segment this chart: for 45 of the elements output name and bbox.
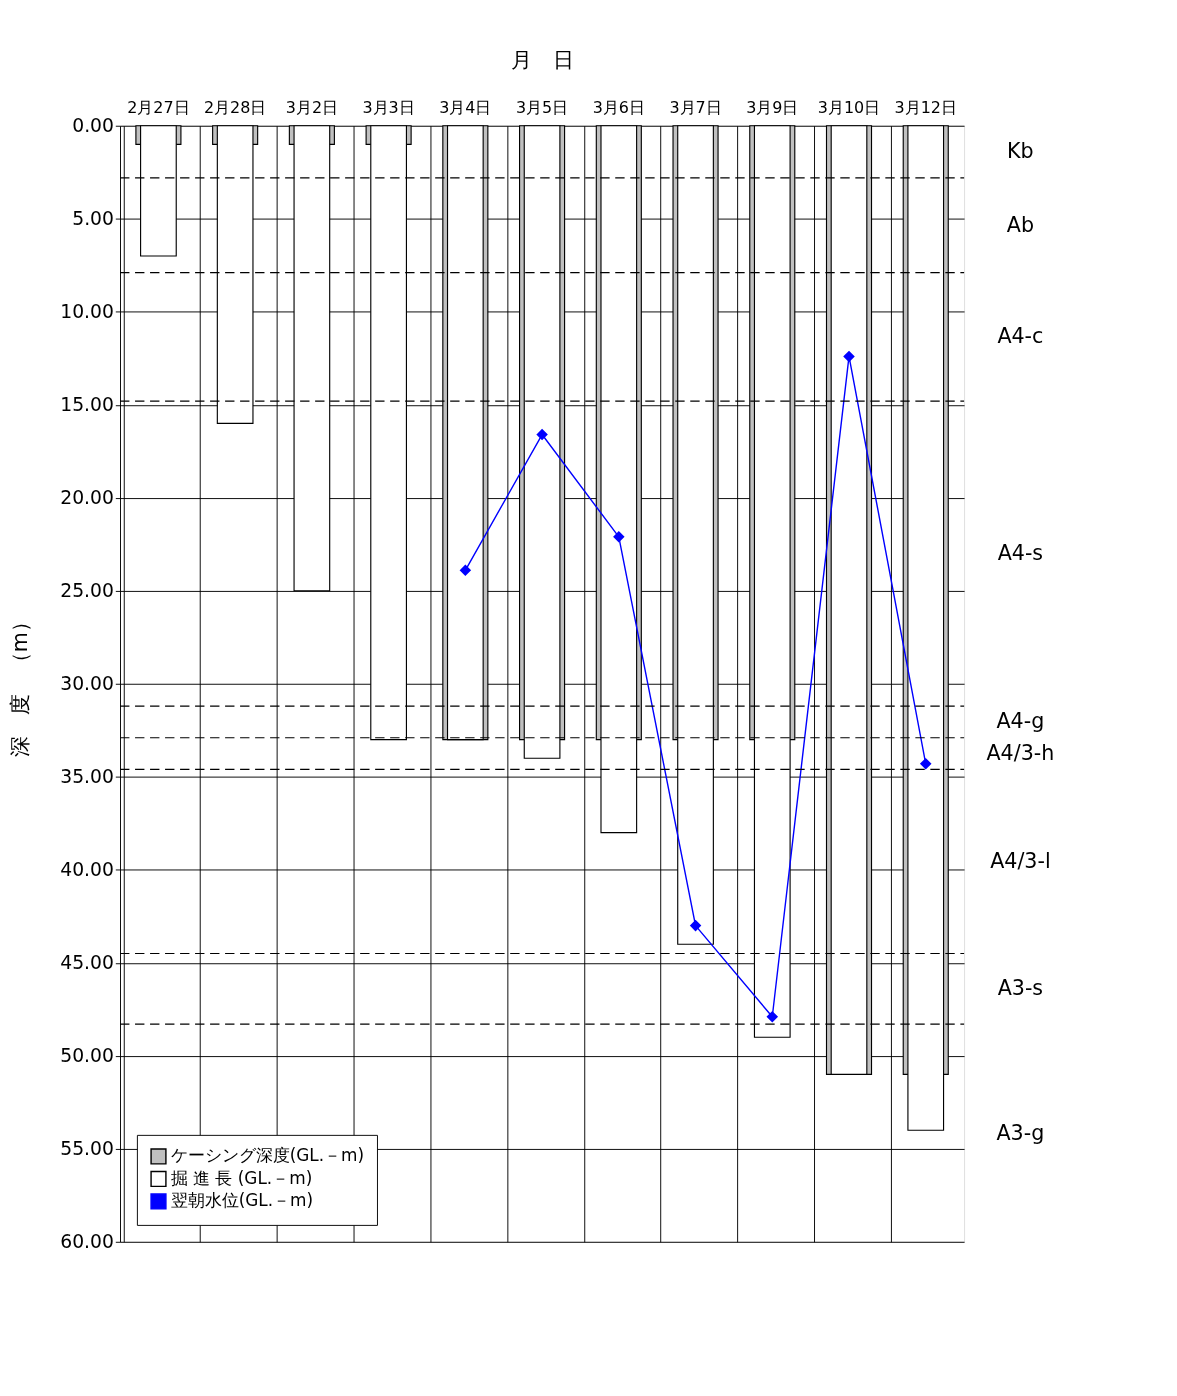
x-tick-label: 3月12日 [894,98,957,118]
legend-label: 掘 進 長 (GL.－m) [170,1167,313,1188]
y-axis-title: 深 度 （m） [8,611,33,758]
point [459,564,471,576]
point [690,920,701,931]
x-tick-label: 3月10日 [817,98,881,118]
legend-label: ケーシング深度(GL.－m) [170,1145,365,1166]
point [920,758,932,770]
y-tick-label: 10.00 [60,300,114,322]
x-tick-label: 3月9日 [746,98,799,118]
text: A3-s [997,976,1044,1001]
legend-label: 翌朝水位(GL.－m) [170,1190,314,1211]
y-tick-label: 30.00 [60,672,114,694]
text: A4-g [996,709,1045,734]
x-axis-title: 月 日 [511,48,575,73]
x-tick-label: 2月27日 [127,98,190,118]
text: Kb [1007,139,1034,164]
point [843,351,855,362]
y-tick-label: 15.00 [60,393,114,415]
x-tick-label: 3月6日 [592,98,645,118]
y-tick-label: 25.00 [60,579,114,601]
y-tick-label: 45.00 [60,951,114,973]
point [613,531,625,543]
x-tick-label: 3月2日 [285,98,339,118]
point [536,429,548,440]
y-tick-label: 20.00 [60,486,114,508]
text: Ab [1006,212,1034,237]
x-tick-label: 2月28日 [203,98,267,118]
y-tick-label: 5.00 [72,207,114,229]
x-tick-label: 3月3日 [362,98,415,118]
text: A4-c [997,324,1044,349]
y-tick-label: 55.00 [60,1137,114,1159]
y-tick-label: 50.00 [60,1044,114,1066]
text: A4/3-h [986,741,1055,766]
y-tick-label: 35.00 [60,765,114,787]
x-tick-label: 3月5日 [515,98,569,118]
x-tick-label: 3月7日 [669,98,722,118]
text: A4-s [997,541,1044,566]
x-tick-label: 3月4日 [439,98,492,118]
point [766,1011,778,1023]
text: A4/3-l [990,848,1051,873]
y-tick-label: 60.00 [60,1230,114,1252]
y-tick-label: 40.00 [60,858,114,880]
text: A3-g [996,1120,1045,1145]
y-tick-label: 0.00 [72,114,114,136]
